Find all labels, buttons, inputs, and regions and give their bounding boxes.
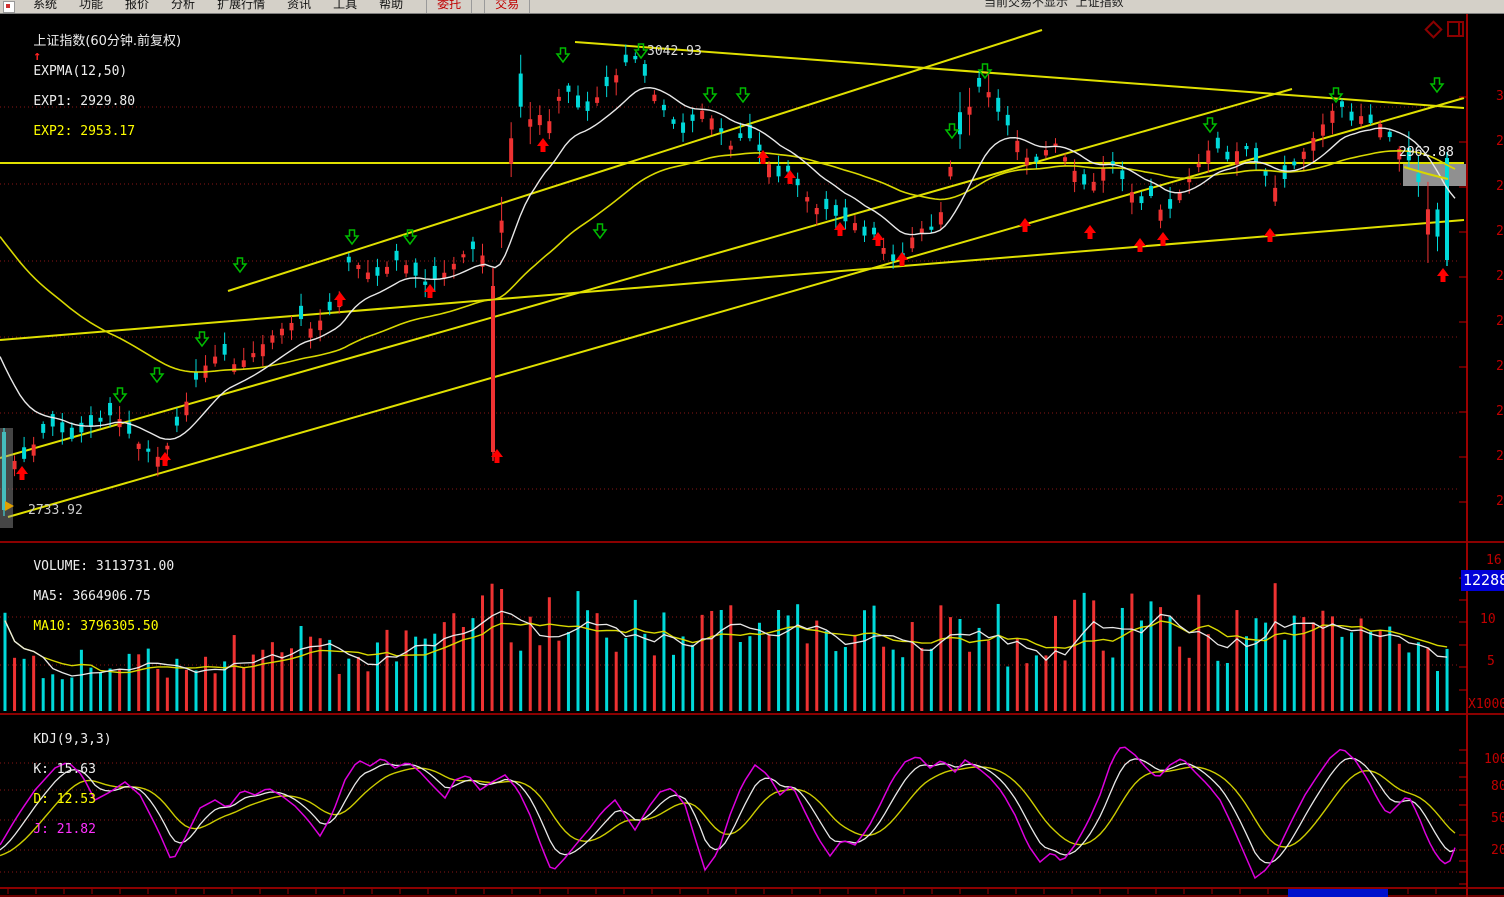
date-badge	[1288, 889, 1388, 897]
menu-items: 系统 功能 报价 分析 扩展行情 资讯 工具 帮助 委托 交易	[22, 0, 531, 13]
main-axis-label-5: 2861	[1496, 314, 1504, 329]
volume-current-badge: 12288	[1461, 570, 1504, 591]
main-axis-label-7: 2799	[1496, 404, 1504, 419]
exp2-value: EXP2: 2953.17	[33, 124, 136, 139]
menu-item-7[interactable]: 帮助	[379, 0, 404, 11]
main-axis-label-0: 3014	[1496, 89, 1504, 104]
main-axis-label-2: 2953	[1496, 179, 1504, 194]
main-axis-label-3: 2922	[1496, 224, 1504, 239]
menu-right-status: 当前交易不显示 上证指数	[984, 0, 1124, 9]
kdj-name[interactable]: KDJ(9,3,3)	[33, 732, 112, 747]
kdj-d-value: D: 12.53	[33, 792, 96, 807]
peak-price-label: 3042.93	[647, 44, 702, 59]
volume-multiplier: X10000	[1468, 697, 1504, 712]
window-icon[interactable]	[1447, 21, 1464, 37]
up-arrow-icon: ↑	[33, 49, 42, 64]
kdj-axis-label-0: 100	[1484, 752, 1504, 767]
volume-ma5: MA5: 3664906.75	[33, 589, 151, 604]
kdj-header: KDJ(9,3,3) K: 15.63 D: 12.53 J: 21.82	[2, 717, 112, 852]
menu-item-0[interactable]: 系统	[33, 0, 58, 11]
indicator-name[interactable]: EXPMA(12,50)	[33, 64, 128, 79]
kdj-axis-label-1: 80	[1491, 779, 1504, 794]
trade-button-1[interactable]: 交易	[484, 0, 531, 13]
volume-value: VOLUME: 3113731.00	[33, 559, 175, 574]
main-axis-label-4: 2891	[1496, 269, 1504, 284]
volume-axis-top: 16	[1486, 553, 1502, 568]
exp1-value: EXP1: 2929.80	[33, 94, 136, 109]
main-axis-label-1: 2984	[1496, 134, 1504, 149]
menu-item-5[interactable]: 资讯	[287, 0, 312, 11]
trade-button-0[interactable]: 委托	[426, 0, 473, 13]
right-price-label: 2962.88	[1399, 145, 1454, 160]
menu-item-4[interactable]: 扩展行情	[217, 0, 266, 11]
volume-ma10: MA10: 3796305.50	[33, 619, 159, 634]
app-logo-icon[interactable]	[3, 1, 15, 13]
low-price-label: 2733.92	[28, 503, 83, 518]
volume-axis-low: 5	[1487, 654, 1495, 669]
kdj-axis-label-2: 50	[1491, 811, 1504, 826]
menu-item-6[interactable]: 工具	[333, 0, 358, 11]
main-chart-header: 上证指数(60分钟.前复权) ↑ EXPMA(12,50) EXP1: 2929…	[2, 15, 181, 154]
volume-header: VOLUME: 3113731.00 MA5: 3664906.75 MA10:…	[2, 544, 174, 649]
menu-item-2[interactable]: 报价	[125, 0, 150, 11]
kdj-j-value: J: 21.82	[33, 822, 96, 837]
menu-item-3[interactable]: 分析	[171, 0, 196, 11]
kdj-k-value: K: 15.63	[33, 762, 96, 777]
kdj-axis-label-3: 20	[1491, 843, 1504, 858]
volume-axis-mid: 10	[1480, 612, 1496, 627]
menu-bar: 系统 功能 报价 分析 扩展行情 资讯 工具 帮助 委托 交易 当前交易不显示 上证指数	[0, 0, 1504, 14]
main-axis-label-8: 2769	[1496, 449, 1504, 464]
main-axis-label-9: 2738	[1496, 494, 1504, 509]
main-axis-label-6: 2830	[1496, 359, 1504, 374]
instrument-title: 上证指数(60分钟.前复权)	[33, 34, 182, 49]
menu-item-1[interactable]: 功能	[79, 0, 104, 11]
